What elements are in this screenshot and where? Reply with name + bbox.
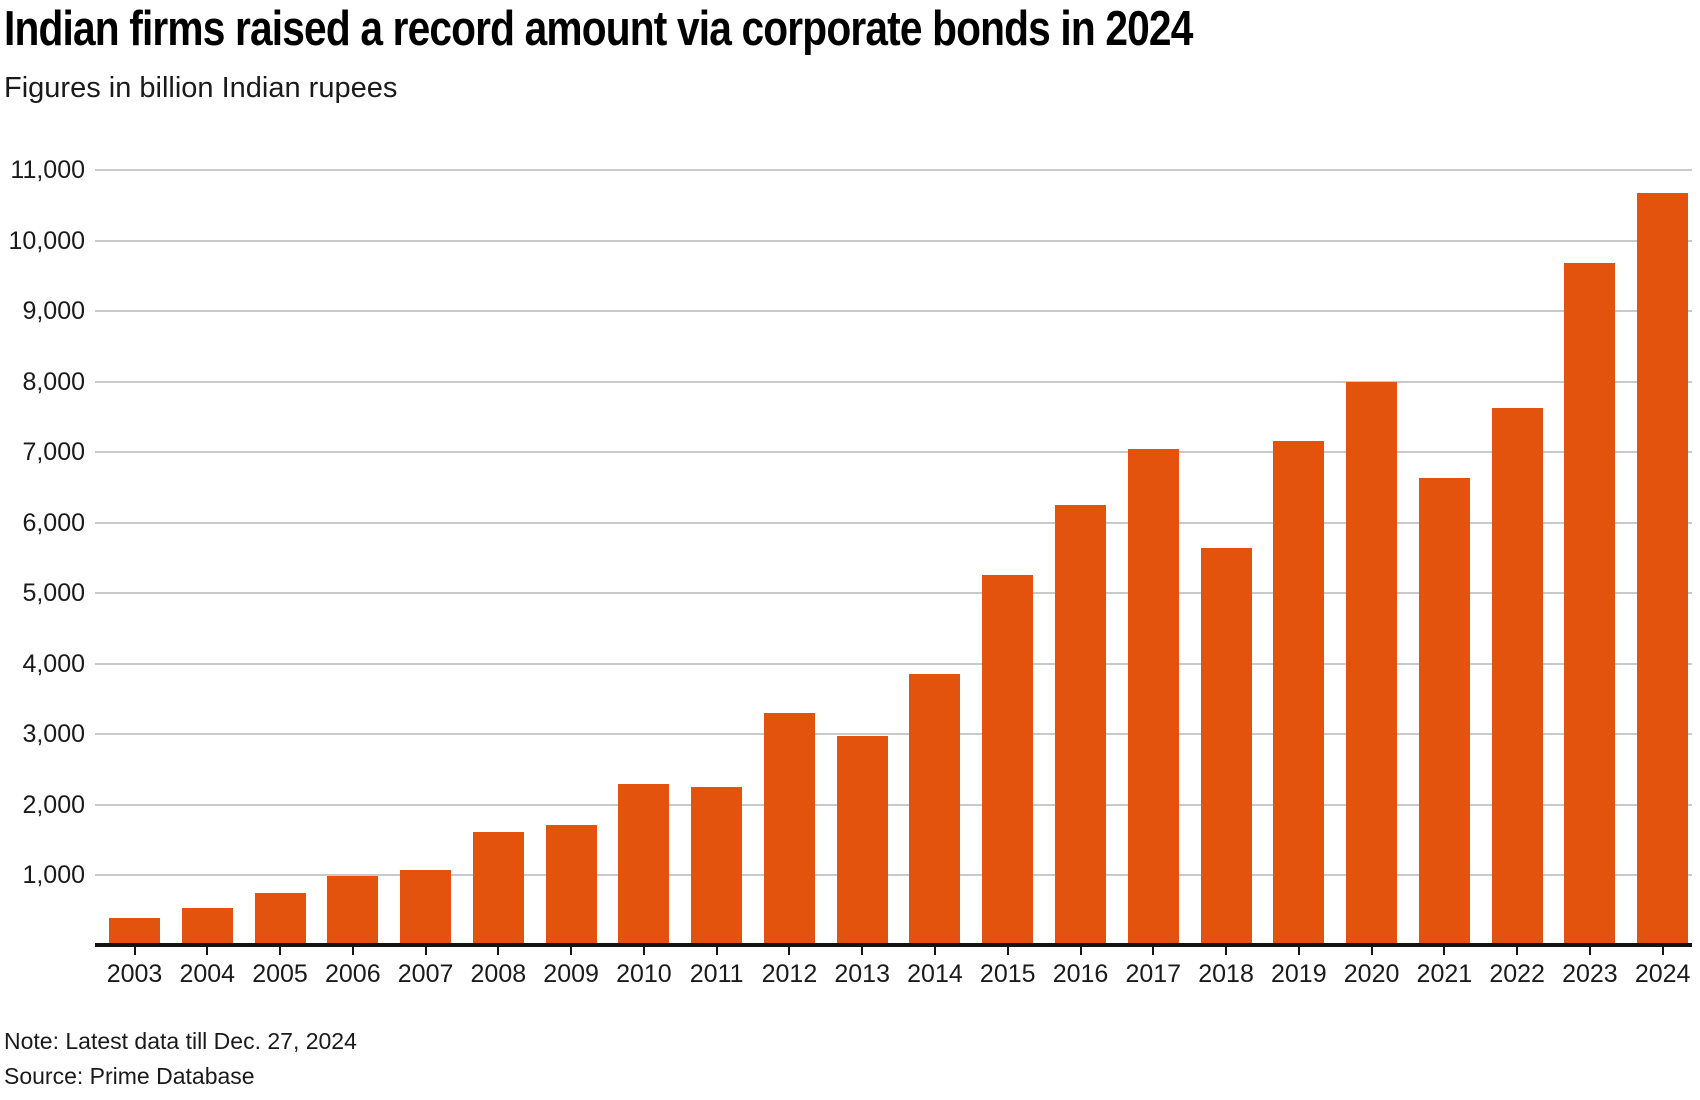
x-axis-label-2008: 2008	[470, 960, 527, 988]
x-axis-label-2024: 2024	[1634, 960, 1691, 988]
x-axis-tick-2012	[788, 947, 791, 955]
x-axis-tick-2013	[861, 947, 864, 955]
bar-2007	[400, 869, 452, 946]
bar-2004	[181, 907, 233, 946]
y-axis-label-8000: 8,000	[22, 367, 85, 396]
bar-2018	[1200, 548, 1252, 946]
bar-2021	[1418, 478, 1470, 946]
x-axis-label-2023: 2023	[1562, 960, 1618, 988]
gridline-3000	[95, 733, 1692, 736]
x-axis-label-2013: 2013	[834, 960, 890, 988]
y-axis-label-6000: 6,000	[22, 508, 85, 537]
x-axis-tick-2005	[279, 947, 282, 955]
chart-source: Source: Prime Database	[4, 1063, 255, 1089]
bar-2012	[763, 713, 815, 946]
y-axis-label-10000: 10,000	[8, 226, 85, 255]
x-axis-tick-2016	[1079, 947, 1082, 955]
bar-2003	[109, 917, 160, 946]
x-axis-label-2017: 2017	[1125, 960, 1182, 988]
x-axis-tick-2006	[351, 947, 354, 955]
y-axis-label-9000: 9,000	[22, 297, 85, 326]
x-axis-label-2021: 2021	[1416, 960, 1473, 988]
bar-2013	[836, 735, 888, 946]
x-axis-tick-2010	[642, 947, 645, 955]
bar-2024	[1637, 193, 1689, 946]
x-axis-label-2020: 2020	[1343, 960, 1400, 988]
x-axis-label-2003: 2003	[106, 960, 163, 988]
bar-2016	[1055, 505, 1106, 946]
x-axis-tick-2021	[1443, 947, 1446, 955]
x-axis-label-2022: 2022	[1489, 960, 1545, 988]
x-axis-tick-2007	[424, 947, 427, 955]
y-axis-label-5000: 5,000	[22, 579, 85, 608]
gridline-7000	[95, 451, 1692, 454]
y-axis-label-7000: 7,000	[22, 438, 85, 467]
x-axis-label-2011: 2011	[689, 960, 744, 988]
x-axis-label-2016: 2016	[1052, 960, 1109, 988]
x-axis-tick-2008	[497, 947, 500, 955]
gridline-9000	[95, 310, 1692, 313]
x-axis-tick-2020	[1370, 947, 1373, 955]
x-axis-tick-2018	[1225, 947, 1228, 955]
x-axis-tick-2023	[1588, 947, 1591, 955]
gridline-8000	[95, 380, 1692, 383]
gridline-11000	[95, 169, 1692, 171]
x-axis-label-2006: 2006	[324, 960, 381, 988]
x-axis-label-2009: 2009	[543, 960, 599, 988]
bar-2011	[691, 786, 743, 946]
gridline-4000	[95, 662, 1692, 665]
bar-2008	[472, 831, 524, 946]
x-axis-tick-2019	[1297, 947, 1300, 955]
bar-2017	[1127, 449, 1179, 946]
bar-2014	[909, 673, 961, 946]
x-axis-tick-2009	[570, 947, 573, 955]
gridline-1000	[95, 874, 1692, 877]
x-axis-label-2007: 2007	[397, 960, 454, 988]
chart-title: Indian firms raised a record amount via …	[4, 2, 1193, 56]
x-axis-label-2019: 2019	[1271, 960, 1327, 988]
bar-2022	[1491, 407, 1543, 946]
bar-2020	[1346, 382, 1398, 946]
x-axis-tick-2017	[1152, 947, 1155, 955]
bar-2015	[982, 574, 1034, 946]
y-axis-label-11000: 11,000	[10, 156, 85, 184]
x-axis-tick-2011	[715, 947, 718, 955]
plot-area	[95, 169, 1692, 946]
x-axis-label-2015: 2015	[979, 960, 1036, 988]
x-axis-tick-2014	[933, 947, 936, 955]
gridline-6000	[95, 521, 1692, 524]
x-axis-tick-2022	[1516, 947, 1519, 955]
bar-2010	[618, 784, 670, 946]
y-axis-label-4000: 4,000	[22, 649, 85, 678]
gridline-5000	[95, 592, 1692, 595]
y-axis-label-2000: 2,000	[22, 790, 85, 819]
chart-subtitle: Figures in billion Indian rupees	[4, 72, 398, 104]
bar-2006	[327, 876, 379, 946]
x-axis-tick-2024	[1661, 947, 1664, 955]
x-axis-label-2012: 2012	[761, 960, 818, 988]
x-axis-label-2010: 2010	[616, 960, 672, 988]
x-axis-tick-2003	[133, 947, 136, 955]
x-axis-tick-2015	[1006, 947, 1009, 955]
x-axis-label-2014: 2014	[907, 960, 963, 988]
x-axis-tick-2004	[206, 947, 209, 955]
x-axis-label-2005: 2005	[252, 960, 308, 988]
bar-2009	[545, 824, 597, 946]
gridline-10000	[95, 239, 1692, 242]
y-axis-label-3000: 3,000	[22, 720, 85, 749]
x-axis-line	[95, 943, 1692, 947]
x-axis-label-2018: 2018	[1198, 960, 1254, 988]
x-axis-label-2004: 2004	[179, 960, 236, 988]
bar-2019	[1273, 440, 1325, 946]
bar-2023	[1564, 263, 1616, 946]
chart-note: Note: Latest data till Dec. 27, 2024	[4, 1028, 357, 1054]
bar-2005	[254, 893, 306, 946]
y-axis-label-1000: 1,000	[22, 861, 85, 890]
gridline-2000	[95, 803, 1692, 806]
